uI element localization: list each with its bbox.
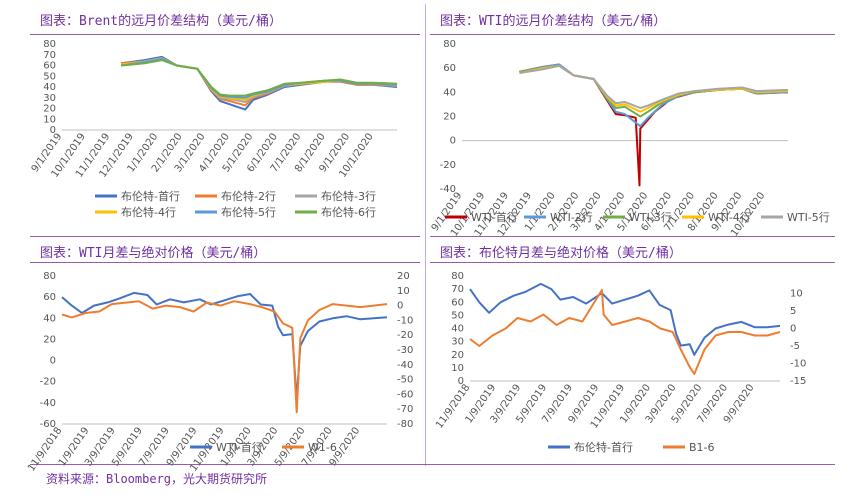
- y-tick-label: 40: [43, 313, 56, 324]
- y-right-tick-label: -10: [790, 359, 806, 370]
- bottom-divider: [30, 464, 835, 465]
- y-right-tick-label: 0: [790, 324, 796, 335]
- y-right-tick-label: 10: [397, 286, 410, 297]
- y-tick-label: 50: [43, 71, 56, 82]
- legend-label: B1-6: [689, 441, 715, 454]
- y-tick-label: 80: [451, 271, 464, 282]
- column-divider: [425, 4, 426, 466]
- y-tick-label: 20: [451, 350, 464, 361]
- y-tick-label: 80: [443, 39, 456, 50]
- y-right-tick-label: -60: [397, 389, 413, 400]
- y-right-tick-label: 20: [397, 271, 410, 282]
- y-tick-label: 70: [43, 50, 56, 61]
- y-tick-label: 0: [50, 125, 56, 136]
- series-line: [61, 291, 388, 401]
- y-tick-label: 0: [450, 136, 456, 147]
- y-tick-label: 60: [451, 297, 464, 308]
- series-line: [519, 64, 789, 109]
- y-tick-label: 0: [50, 356, 56, 367]
- y-tick-label: 10: [451, 363, 464, 374]
- y-right-tick-label: -20: [397, 330, 413, 341]
- legend-label: 布伦特-3行: [321, 189, 376, 203]
- wti-curve-title: 图表：WTI的远月价差结构（美元/桶）: [440, 14, 667, 29]
- series-line: [469, 289, 781, 375]
- x-tick-label: 11/9/2018: [434, 382, 472, 430]
- y-tick-label: 60: [43, 61, 56, 72]
- y-tick-label: 80: [43, 271, 56, 282]
- y-tick-label: 70: [451, 284, 464, 295]
- mid-divider-right: [430, 236, 835, 237]
- y-right-tick-label: -80: [397, 419, 413, 430]
- y-tick-label: 40: [443, 87, 456, 98]
- brent-spread-title: 图表：布伦特月差与绝对价格（美元/桶）: [440, 246, 682, 261]
- y-right-tick-label: -30: [397, 345, 413, 356]
- series-line: [61, 300, 388, 414]
- legend-label: WTI-4行: [708, 211, 751, 224]
- y-right-tick-label: 0: [397, 301, 403, 312]
- y-tick-label: 50: [451, 310, 464, 321]
- y-tick-label: -40: [440, 184, 456, 195]
- y-tick-label: 30: [43, 93, 56, 104]
- mid-divider-2: [30, 262, 420, 263]
- mid-divider: [30, 236, 420, 237]
- wti-spread-title: 图表：WTI月差与绝对价格（美元/桶）: [40, 246, 267, 261]
- y-right-tick-label: 5: [790, 306, 796, 317]
- y-right-tick-label: -10: [397, 315, 413, 326]
- legend-label: 布伦特-首行: [121, 189, 180, 203]
- y-tick-label: 80: [43, 39, 56, 50]
- y-tick-label: 20: [43, 104, 56, 115]
- y-tick-label: 0: [458, 376, 464, 387]
- y-right-tick-label: -5: [790, 341, 800, 352]
- mid-divider-2-right: [430, 262, 835, 263]
- legend-label: W1-6: [308, 441, 337, 454]
- y-right-tick-label: -50: [397, 375, 413, 386]
- y-tick-label: -20: [440, 160, 456, 171]
- y-tick-label: 60: [43, 292, 56, 303]
- legend-label: 布伦特-5行: [221, 205, 276, 219]
- y-tick-label: 10: [43, 114, 56, 125]
- legend-label: 布伦特-4行: [121, 205, 176, 219]
- legend-label: WTI-5行: [787, 211, 830, 224]
- y-tick-label: 20: [43, 334, 56, 345]
- legend-label: WTI-2行: [550, 211, 593, 224]
- legend-label: WTI-3行: [629, 211, 672, 224]
- y-tick-label: -40: [40, 398, 56, 409]
- series-line: [469, 282, 781, 356]
- y-tick-label: -60: [40, 419, 56, 430]
- legend-label: 布伦特-2行: [221, 189, 276, 203]
- y-right-tick-label: 10: [790, 289, 803, 300]
- y-right-tick-label: -70: [397, 404, 413, 415]
- y-tick-label: -20: [40, 377, 56, 388]
- source-note: 资料来源：Bloomberg，光大期货研究所: [46, 472, 268, 486]
- legend-label: 布伦特-首行: [574, 440, 633, 454]
- legend-label: 布伦特-6行: [321, 205, 376, 219]
- y-tick-label: 40: [43, 82, 56, 93]
- y-tick-label: 40: [451, 324, 464, 335]
- brent-curve-title: 图表：Brent的远月价差结构（美元/桶）: [40, 14, 282, 29]
- y-tick-label: 20: [443, 112, 456, 123]
- legend-label: WTI-首行: [471, 210, 518, 224]
- legend-label: WTI-首行: [216, 440, 263, 454]
- y-tick-label: 30: [451, 337, 464, 348]
- top-divider-right: [430, 34, 835, 35]
- top-divider: [30, 34, 420, 35]
- y-tick-label: 60: [443, 63, 456, 74]
- series-line: [120, 59, 398, 97]
- y-right-tick-label: -40: [397, 360, 413, 371]
- y-right-tick-label: -15: [790, 376, 806, 387]
